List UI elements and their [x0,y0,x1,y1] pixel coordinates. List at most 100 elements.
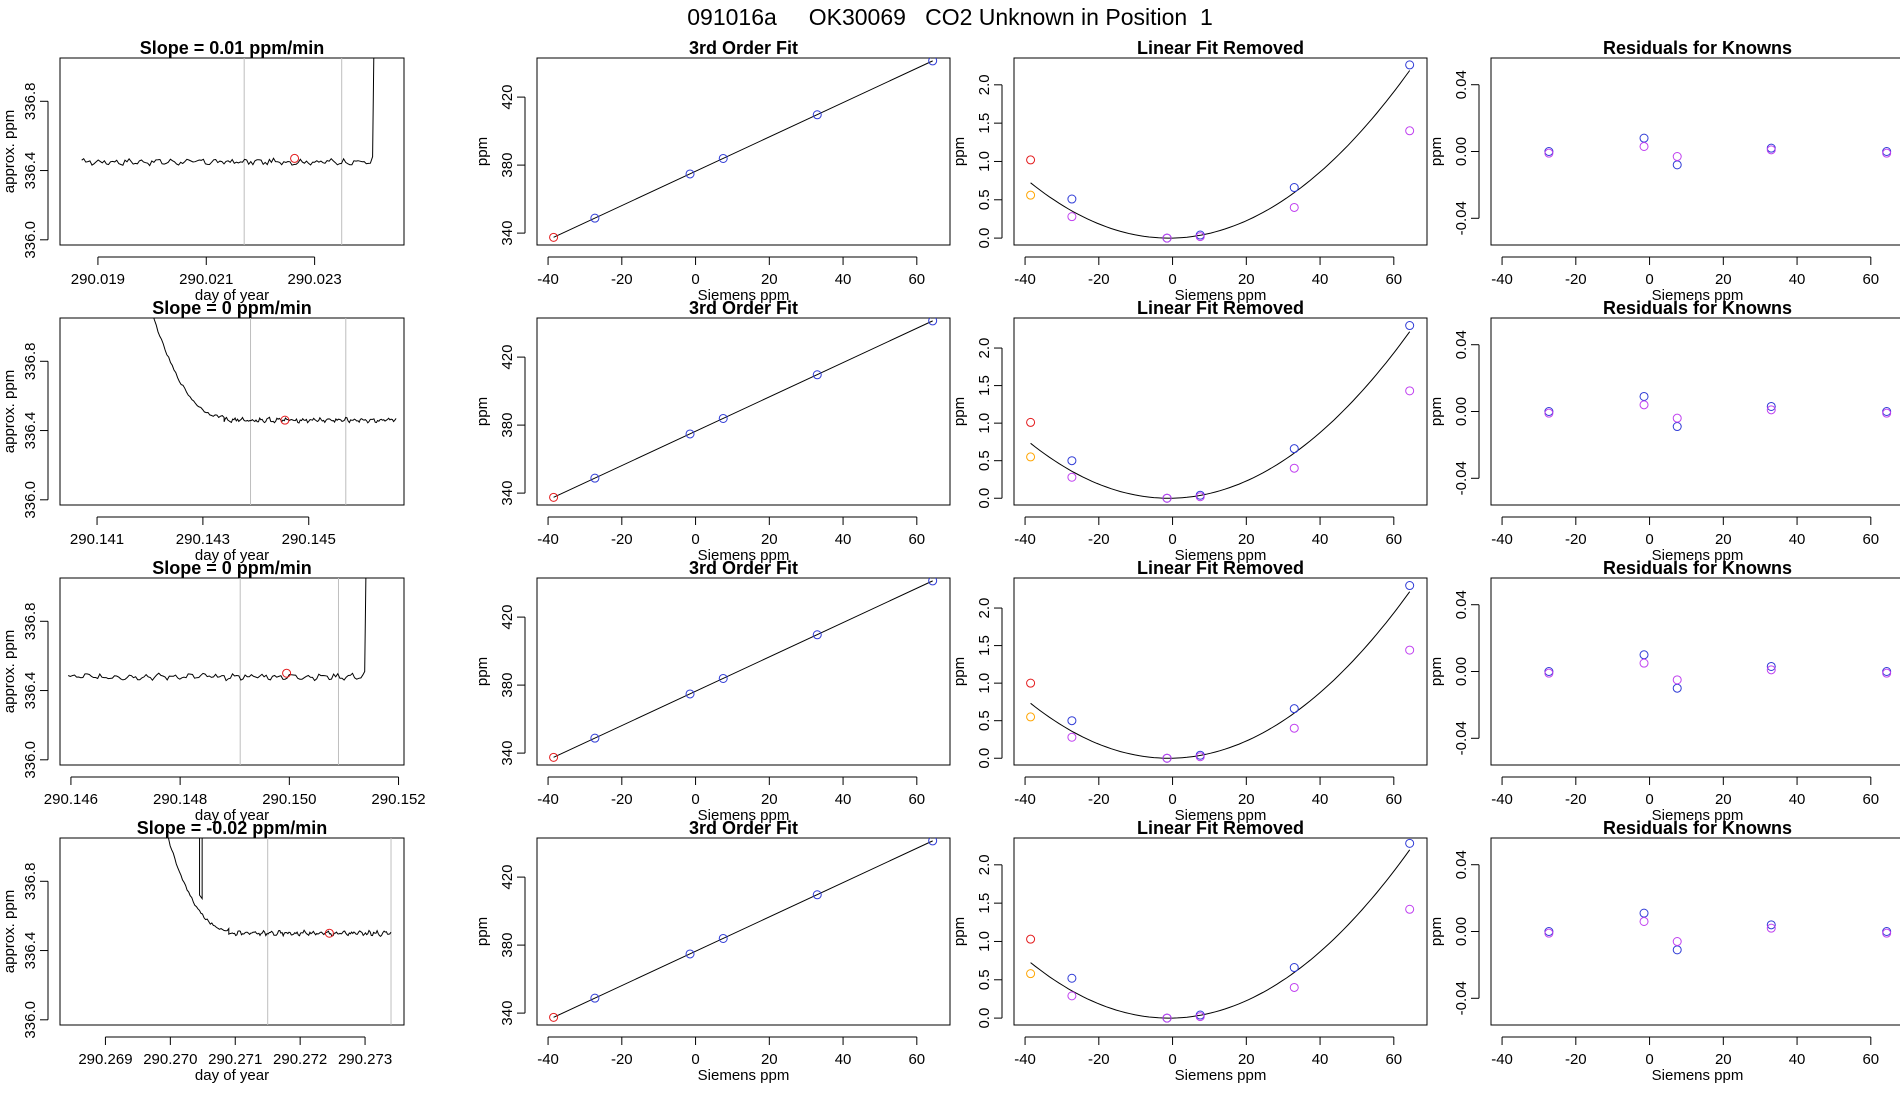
data-point-blue [1067,194,1077,204]
x-tick-label: 60 [1862,531,1879,548]
y-tick-label: 1.0 [976,673,993,694]
x-tick-label: 290.273 [338,1051,392,1068]
x-tick-label: -40 [1014,531,1036,548]
x-tick-label: 290.269 [78,1051,132,1068]
plot-area [67,578,367,765]
data-point-blue [1672,683,1682,693]
plot-frame [536,577,951,766]
data-point-blue [1639,133,1649,143]
data-point-blue [928,578,938,586]
x-tick-label: 290.019 [71,271,125,288]
data-point-magenta [1882,408,1892,418]
y-axis-label: ppm [951,657,968,686]
panel-linear-removed-row1: Linear Fit Removed -40 -20 0 20 40 60 Siemens p… [951,38,1428,304]
plot-frame [536,317,951,506]
x-axis-label: Siemens ppm [698,1067,790,1084]
x-tick-label: -40 [1014,791,1036,808]
plot-frame [1013,577,1428,766]
quadratic-curve [1030,70,1411,239]
plot-area [549,838,938,1022]
plot-area [1544,391,1892,432]
y-tick-label: 420 [499,345,516,370]
y-tick-label: 336.4 [22,672,39,710]
plot-frame [59,837,405,1026]
x-axis-label: day of year [195,807,269,824]
panel-fit-row4: 3rd Order Fit -40 -20 0 20 40 60 Siemens ppm 340… [474,818,951,1084]
figure-title: 091016a OK30069 CO2 Unknown in Position … [687,4,1213,30]
panel-linear-removed-row3: Linear Fit Removed -40 -20 0 20 40 60 Siemens p… [951,558,1428,824]
y-tick-label: 336.8 [22,83,39,121]
panel-drift-row1: Slope = 0.01 ppm/min 290.019 290.021 290.02… [1,38,405,304]
x-tick-label: -40 [1014,271,1036,288]
data-point-magenta [1882,668,1892,678]
data-point-magenta [1195,1012,1205,1022]
data-point-red [549,492,559,502]
panel-title: Residuals for Knowns [1603,818,1792,838]
x-tick-label: 290.270 [143,1051,197,1068]
plot-frame [1013,57,1428,246]
unknown-marker [282,668,292,678]
fit-line [553,320,933,498]
y-tick-label: 340 [499,741,516,766]
plot-frame [536,57,951,246]
x-tick-label: 60 [1385,1051,1402,1068]
x-tick-label: 0 [691,531,699,548]
drift-trace [67,578,367,682]
data-point-blue [1766,401,1776,411]
x-tick-label: -40 [537,1051,559,1068]
panel-residuals-row3: Residuals for Knowns -40 -20 0 20 40 60 Siemens… [1428,558,1900,824]
plot-frame [59,57,405,246]
panel-title: Slope = -0.02 ppm/min [137,818,328,838]
x-tick-label: -40 [1491,791,1513,808]
data-point-magenta [1289,463,1299,473]
data-point-magenta [1289,723,1299,733]
data-point-blue [1067,973,1077,983]
data-point-orange [1026,969,1036,979]
plot-area [549,578,938,762]
data-point-blue [1639,908,1649,918]
data-point-blue [590,213,600,223]
quadratic-curve [1030,591,1411,759]
fit-line [553,840,933,1018]
y-tick-label: 1.5 [976,113,993,134]
y-tick-label: 0.00 [1453,397,1470,426]
plot-frame [59,317,405,506]
y-tick-label: 420 [499,85,516,110]
data-point-magenta [1162,493,1172,503]
data-point-magenta [1766,923,1776,933]
y-tick-label: 336.0 [22,1001,39,1039]
y-tick-label: -0.04 [1453,721,1470,755]
y-tick-label: 1.0 [976,413,993,434]
data-point-magenta [1405,126,1415,136]
y-axis-label: ppm [474,397,491,426]
y-tick-label: 2.0 [976,854,993,875]
y-tick-label: 2.0 [976,338,993,359]
plot-area [167,838,392,1025]
x-tick-label: 0 [1168,791,1176,808]
y-tick-label: 340 [499,1001,516,1026]
x-tick-label: -20 [1565,791,1587,808]
data-point-magenta [1162,1013,1172,1023]
data-point-orange [1026,452,1036,462]
y-tick-label: 2.0 [976,74,993,95]
y-tick-label: 2.0 [976,598,993,619]
data-point-magenta [1067,212,1077,222]
data-point-blue [812,630,822,640]
data-point-blue [718,933,728,943]
x-tick-label: 290.021 [179,271,233,288]
x-tick-label: 20 [1715,791,1732,808]
plot-area [1544,133,1892,170]
x-tick-label: 60 [1862,791,1879,808]
panel-title: Slope = 0.01 ppm/min [140,38,325,58]
unknown-marker [280,415,290,425]
panel-title: 3rd Order Fit [689,818,798,838]
data-point-blue [1289,183,1299,193]
x-axis-label: Siemens ppm [698,807,790,824]
data-point-blue [1405,60,1415,70]
y-tick-label: 0.5 [976,450,993,471]
data-point-magenta [1639,141,1649,151]
x-tick-label: 20 [1238,271,1255,288]
panel-drift-row4: Slope = -0.02 ppm/min 290.269 290.270 290.2… [1,818,405,1084]
y-tick-label: 1.5 [976,635,993,656]
unknown-marker [290,153,300,163]
